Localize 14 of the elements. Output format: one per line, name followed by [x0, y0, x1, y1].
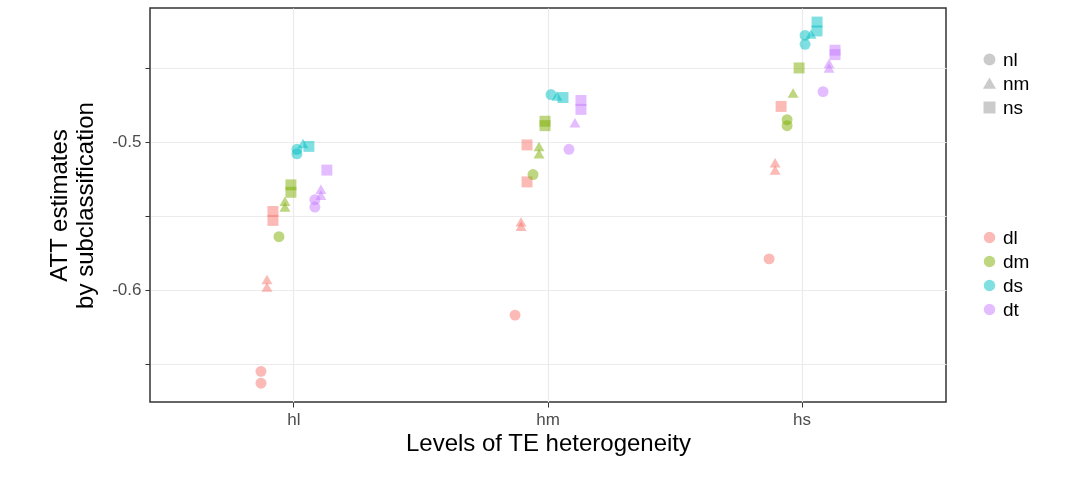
text: ns [1003, 96, 1024, 118]
legend-label: dm [1003, 250, 1030, 272]
legend-label: dl [1003, 226, 1018, 248]
x-axis-title: Levels of TE heterogeneity [405, 428, 692, 456]
legend-label: dt [1003, 298, 1020, 320]
x-tick-label: hm [536, 409, 560, 429]
x-tick-label: hl [287, 409, 301, 429]
text: nl [1003, 48, 1018, 70]
x-tick-label: hs [793, 409, 812, 429]
y-tick-label: -0.5 [112, 132, 142, 152]
legend-label: ds [1003, 274, 1024, 296]
text: nm [1003, 72, 1030, 94]
y-tick-label: -0.6 [112, 280, 142, 300]
y-axis-title: ATT estimates by subclassification [45, 102, 99, 309]
